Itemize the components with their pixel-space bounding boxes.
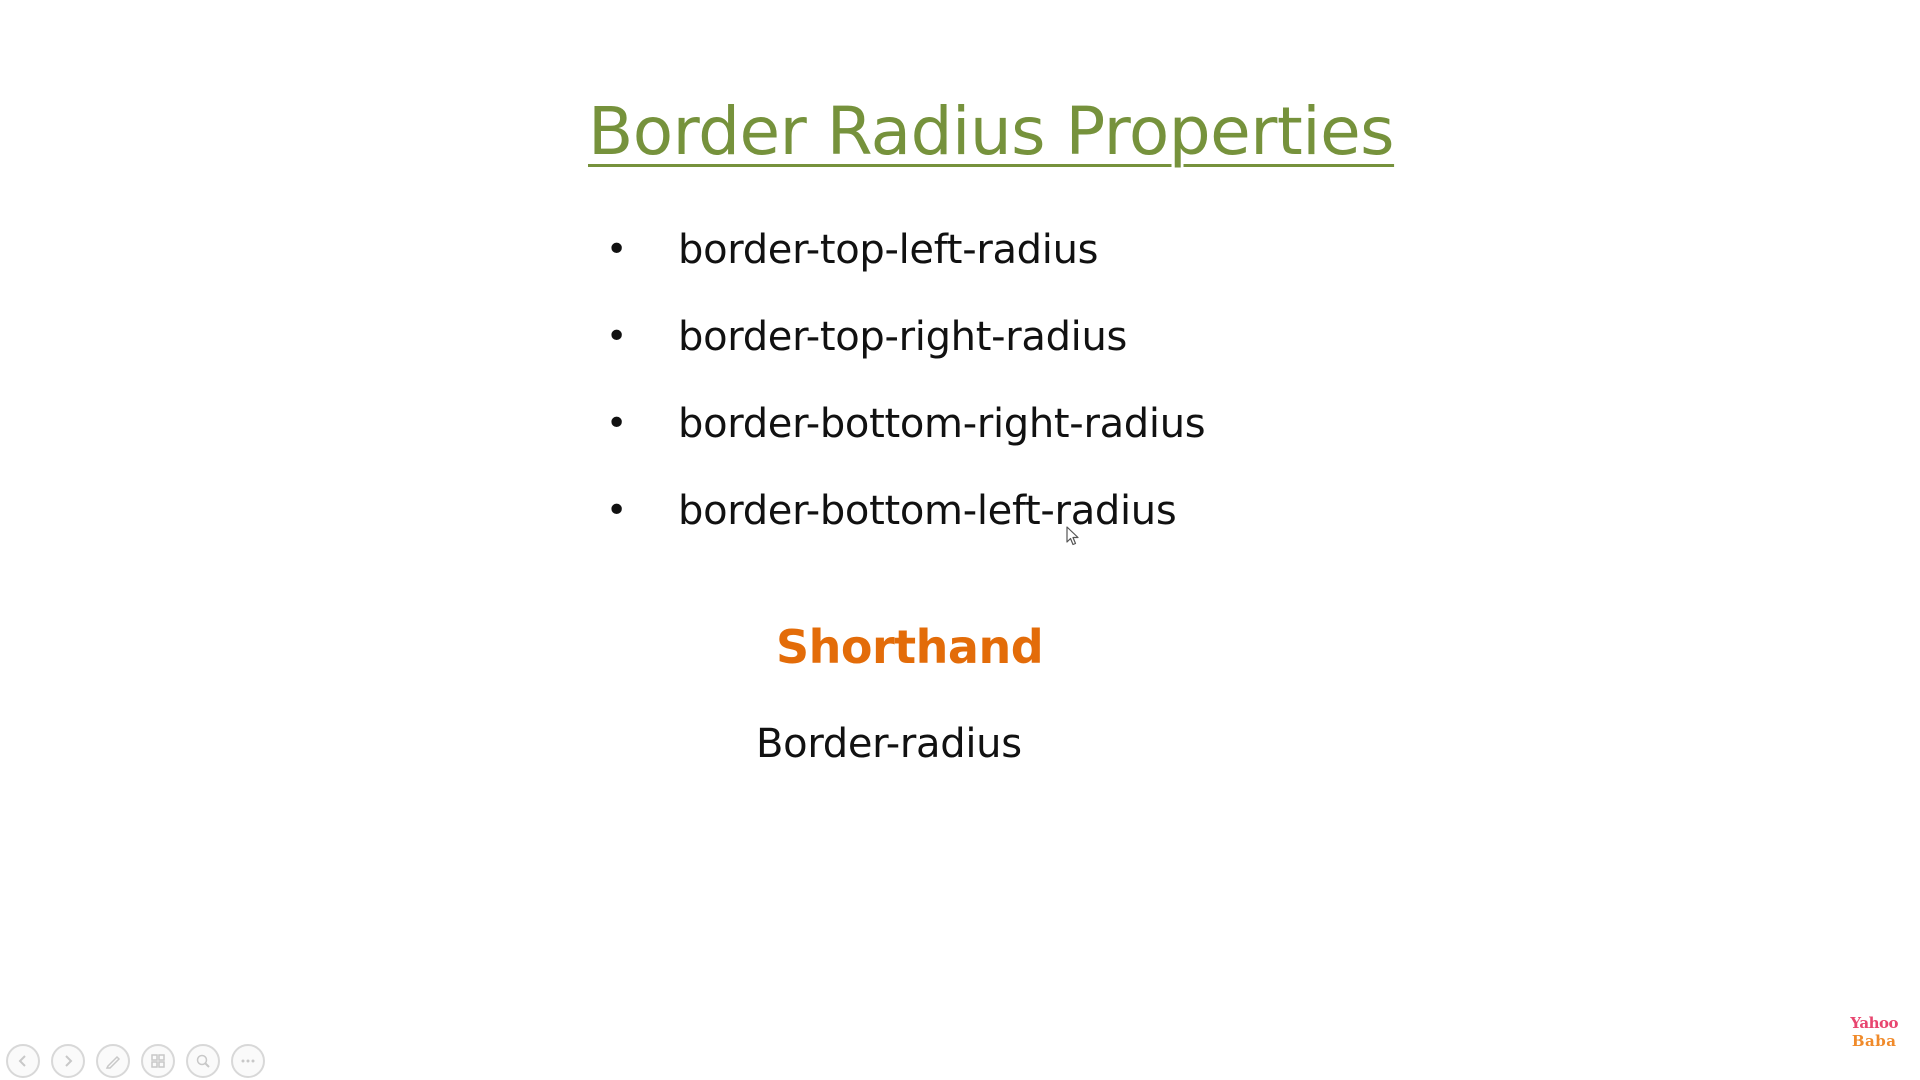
previous-icon [18,1055,26,1067]
bullet-marker: • [606,490,628,531]
slides-icon [151,1054,165,1068]
logo-line-2: Baba [1851,1032,1897,1050]
bullet-marker: • [606,403,628,444]
shorthand-heading: Shorthand [776,620,1044,674]
see-all-slides-button[interactable] [141,1044,175,1078]
list-item: • border-top-left-radius [606,222,1205,309]
mouse-cursor-icon [1066,526,1079,546]
list-item: • border-bottom-right-radius [606,396,1206,483]
list-item: • border-top-right-radius [606,309,1205,396]
shorthand-value: Border-radius [756,721,1022,767]
pen-icon [105,1055,121,1069]
pen-tool-button[interactable] [96,1044,130,1078]
bullet-text: border-bottom-right-radius [678,401,1206,447]
previous-slide-button[interactable] [6,1044,40,1078]
bullet-text: border-bottom-left-radius [678,488,1177,534]
watermark-logo: Yahoo Baba [1850,1014,1898,1050]
list-item: • border-bottom-left-radius [606,483,1205,570]
next-slide-button[interactable] [51,1044,85,1078]
bullet-marker: • [606,316,628,357]
slide-title: Border Radius Properties [588,93,1395,170]
bullet-text: border-top-left-radius [678,227,1099,273]
bullet-list: • border-top-left-radius • border-top-ri… [606,222,1206,570]
zoom-button[interactable] [186,1044,220,1078]
bullet-text: border-top-right-radius [678,314,1128,360]
slideshow-controls [6,1044,265,1078]
more-icon [241,1059,255,1063]
logo-line-1: Yahoo [1850,1014,1898,1032]
next-icon [65,1055,73,1067]
bullet-marker: • [606,229,628,270]
more-options-button[interactable] [231,1044,265,1078]
zoom-icon [196,1054,210,1068]
